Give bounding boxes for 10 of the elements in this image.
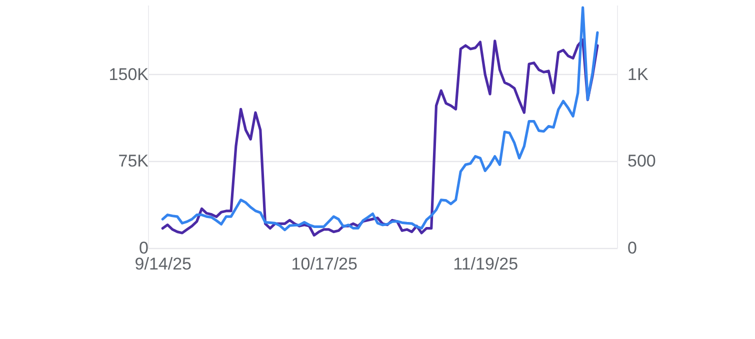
y2-tick-label: 0 (628, 238, 637, 258)
x-tick-label: 9/14/25 (134, 254, 192, 274)
y-tick-label: 0 (139, 238, 148, 258)
line-series (161, 6, 599, 232)
y-tick-label: 75K (118, 152, 150, 171)
x-tick-label: 11/19/25 (453, 254, 518, 274)
y2-tick-label: 1K (628, 64, 649, 84)
x-tick-label: 10/17/25 (291, 254, 358, 274)
y2-tick-label: 500 (628, 152, 656, 171)
y-tick-label: 150K (108, 64, 150, 84)
